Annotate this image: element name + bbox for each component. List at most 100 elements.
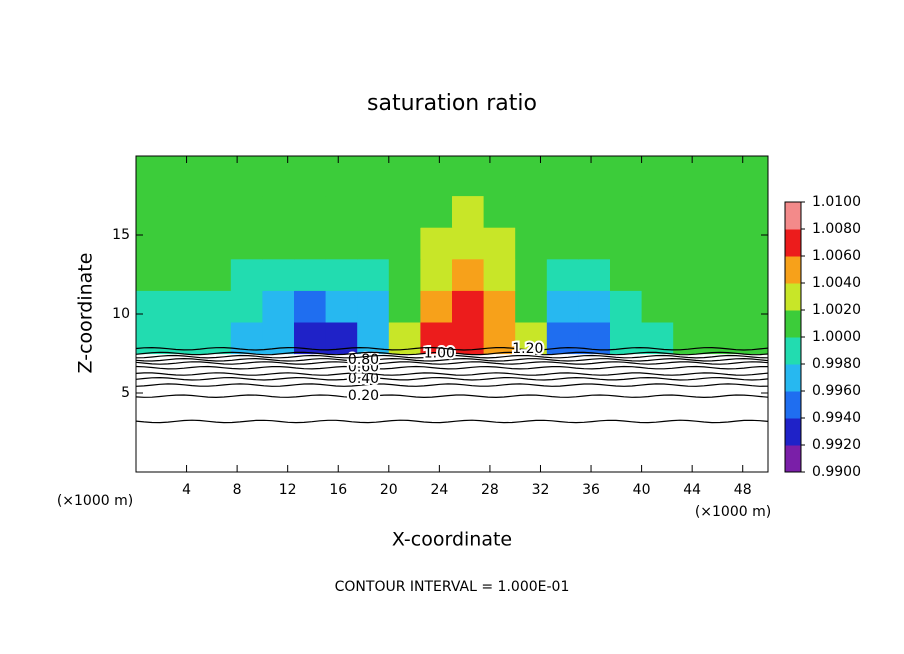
field-cell bbox=[325, 258, 358, 291]
contour-line bbox=[136, 383, 768, 387]
field-cell bbox=[483, 321, 516, 355]
field-cell bbox=[357, 290, 390, 323]
field-cell bbox=[420, 227, 453, 260]
field-cell bbox=[515, 290, 548, 323]
field-cell bbox=[388, 195, 421, 228]
field-cell bbox=[610, 195, 643, 228]
field-cell bbox=[357, 195, 390, 228]
contour-line bbox=[136, 372, 768, 376]
colorbar-tick-label: 1.0080 bbox=[812, 221, 861, 237]
field-cell bbox=[641, 258, 674, 291]
field-cell bbox=[262, 258, 295, 291]
plot-area: 0.200.400.600.80 1.00 1.20 bbox=[136, 156, 768, 424]
field-cell bbox=[610, 156, 643, 197]
x-tick-label: 48 bbox=[734, 482, 752, 498]
field-cell bbox=[483, 156, 516, 197]
colorbar-tick-label: 0.9920 bbox=[812, 437, 861, 453]
x-tick-label: 4 bbox=[182, 482, 191, 498]
field-cell bbox=[262, 227, 295, 260]
field-cell bbox=[736, 227, 768, 260]
field-cell bbox=[294, 227, 327, 260]
x-tick-label: 16 bbox=[329, 482, 347, 498]
colorbar-tick-label: 0.9900 bbox=[812, 464, 861, 480]
contour-line bbox=[136, 376, 768, 381]
colorbar-band bbox=[785, 229, 801, 257]
field-cell bbox=[388, 156, 421, 197]
field-cell bbox=[262, 195, 295, 228]
y-axis-label: Z-coordinate bbox=[75, 253, 97, 374]
field-cell bbox=[325, 227, 358, 260]
x-tick-label: 24 bbox=[430, 482, 448, 498]
field-cell bbox=[673, 227, 706, 260]
x-tick-label: 40 bbox=[633, 482, 651, 498]
field-cell bbox=[452, 195, 485, 228]
field-cell bbox=[610, 290, 643, 323]
field-cell bbox=[325, 195, 358, 228]
field-cell bbox=[199, 156, 232, 197]
field-cell bbox=[388, 227, 421, 260]
field-cell bbox=[673, 258, 706, 291]
field-cell bbox=[736, 258, 768, 291]
field-cell bbox=[578, 156, 611, 197]
field-cell bbox=[704, 290, 737, 323]
field-cell bbox=[199, 195, 232, 228]
field-cell bbox=[578, 290, 611, 323]
x-tick-label: 28 bbox=[481, 482, 499, 498]
field-cell bbox=[388, 258, 421, 291]
field-cell bbox=[483, 195, 516, 228]
field-cell bbox=[452, 227, 485, 260]
contour-line bbox=[136, 354, 768, 359]
colorbar-tick-label: 0.9940 bbox=[812, 410, 861, 426]
field-cell bbox=[136, 258, 169, 291]
y-tick-label: 5 bbox=[121, 385, 130, 401]
field-cell bbox=[230, 195, 263, 228]
colorbar-band bbox=[785, 418, 801, 446]
field-cell bbox=[294, 258, 327, 291]
contour-line bbox=[136, 365, 768, 370]
field-cell bbox=[546, 156, 579, 197]
x-unit-label: (×1000 m) bbox=[57, 493, 133, 509]
field-cell bbox=[610, 227, 643, 260]
contour-line bbox=[136, 361, 768, 365]
field-cell bbox=[420, 156, 453, 197]
field-cell bbox=[546, 290, 579, 323]
field-cell bbox=[294, 290, 327, 323]
overlay: 4 8 12 16 20 24 28 32 36 40 44 48510150.99000.99200… bbox=[112, 155, 861, 498]
field-cell bbox=[136, 227, 169, 260]
field-cell bbox=[673, 156, 706, 197]
field-cell bbox=[704, 156, 737, 197]
field-cell bbox=[483, 290, 516, 323]
field-cell bbox=[325, 290, 358, 323]
field-cell bbox=[357, 258, 390, 291]
colorbar-band bbox=[785, 310, 801, 338]
field-cell bbox=[673, 195, 706, 228]
contour-line bbox=[136, 394, 768, 399]
contour-line bbox=[136, 419, 768, 424]
field-cell bbox=[325, 156, 358, 197]
colorbar-band bbox=[785, 364, 801, 392]
field-cell bbox=[167, 258, 200, 291]
field-cell bbox=[578, 195, 611, 228]
field-cell bbox=[641, 290, 674, 323]
colorbar-tick-label: 0.9980 bbox=[812, 356, 861, 372]
colorbar-tick-label: 1.0100 bbox=[812, 194, 861, 210]
field-cell bbox=[483, 227, 516, 260]
contour-line bbox=[136, 357, 768, 362]
field-cell bbox=[420, 290, 453, 323]
field-cell bbox=[546, 258, 579, 291]
colorbar-band bbox=[785, 445, 801, 473]
contour-line bbox=[136, 351, 768, 356]
contour-label: 1.20 bbox=[512, 341, 543, 357]
colorbar-tick-label: 1.0060 bbox=[812, 248, 861, 264]
x-tick-label: 36 bbox=[582, 482, 600, 498]
field-cell bbox=[230, 258, 263, 291]
field-cell bbox=[483, 258, 516, 291]
field-cell bbox=[199, 258, 232, 291]
colorbar-band bbox=[785, 283, 801, 311]
x-tick-label: 44 bbox=[683, 482, 701, 498]
field-cell bbox=[167, 156, 200, 197]
field-cell bbox=[262, 290, 295, 323]
field-cell bbox=[515, 156, 548, 197]
field-cell bbox=[294, 156, 327, 197]
colorbar-tick-label: 1.0000 bbox=[812, 329, 861, 345]
